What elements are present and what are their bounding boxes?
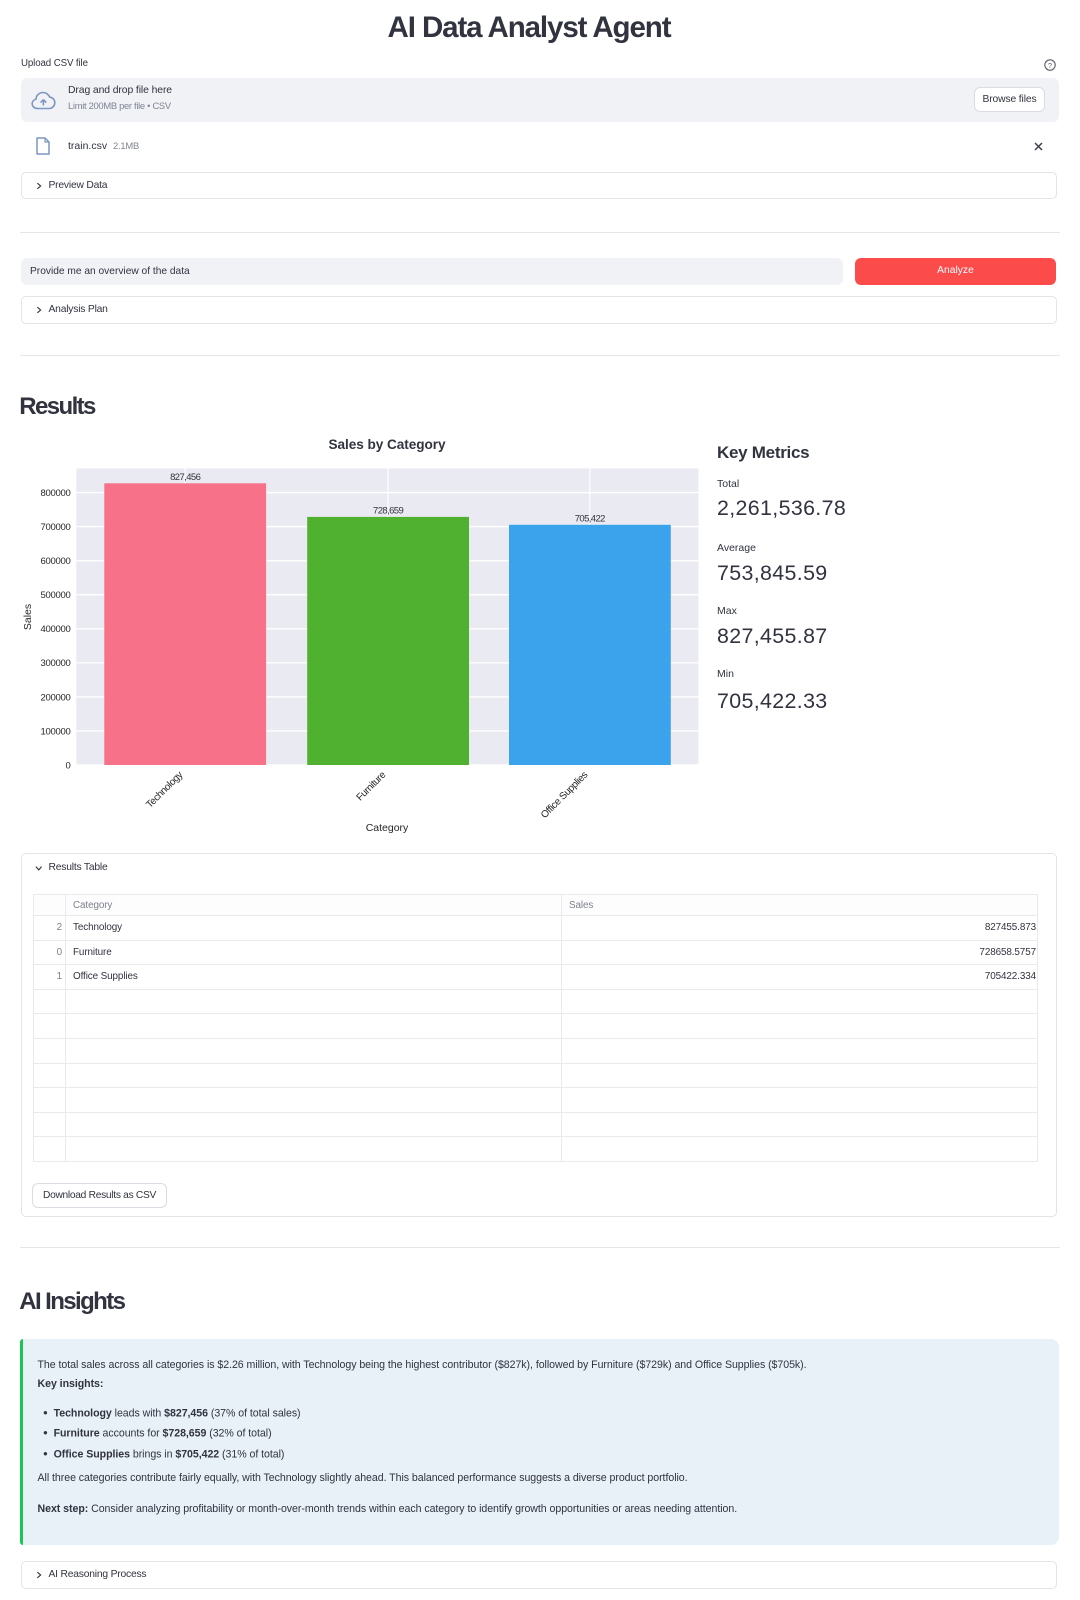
svg-text:800000: 800000 bbox=[40, 488, 70, 499]
svg-text:Technology: Technology bbox=[144, 770, 185, 811]
svg-text:400000: 400000 bbox=[40, 624, 70, 635]
svg-text:700000: 700000 bbox=[40, 522, 70, 533]
svg-text:Category: Category bbox=[366, 822, 409, 834]
svg-text:200000: 200000 bbox=[40, 692, 70, 703]
svg-text:100000: 100000 bbox=[40, 726, 70, 737]
svg-text:728,659: 728,659 bbox=[373, 506, 403, 517]
svg-text:0: 0 bbox=[65, 760, 70, 771]
svg-text:?: ? bbox=[1048, 61, 1052, 70]
svg-text:Office Supplies: Office Supplies bbox=[539, 770, 590, 821]
svg-text:827,456: 827,456 bbox=[170, 472, 200, 483]
svg-text:Furniture: Furniture bbox=[355, 769, 389, 803]
svg-text:Sales by Category: Sales by Category bbox=[328, 437, 446, 452]
svg-text:500000: 500000 bbox=[40, 590, 70, 601]
svg-text:300000: 300000 bbox=[40, 658, 70, 669]
svg-text:Sales: Sales bbox=[22, 604, 34, 630]
svg-text:705,422: 705,422 bbox=[575, 514, 605, 525]
svg-text:600000: 600000 bbox=[40, 556, 70, 567]
